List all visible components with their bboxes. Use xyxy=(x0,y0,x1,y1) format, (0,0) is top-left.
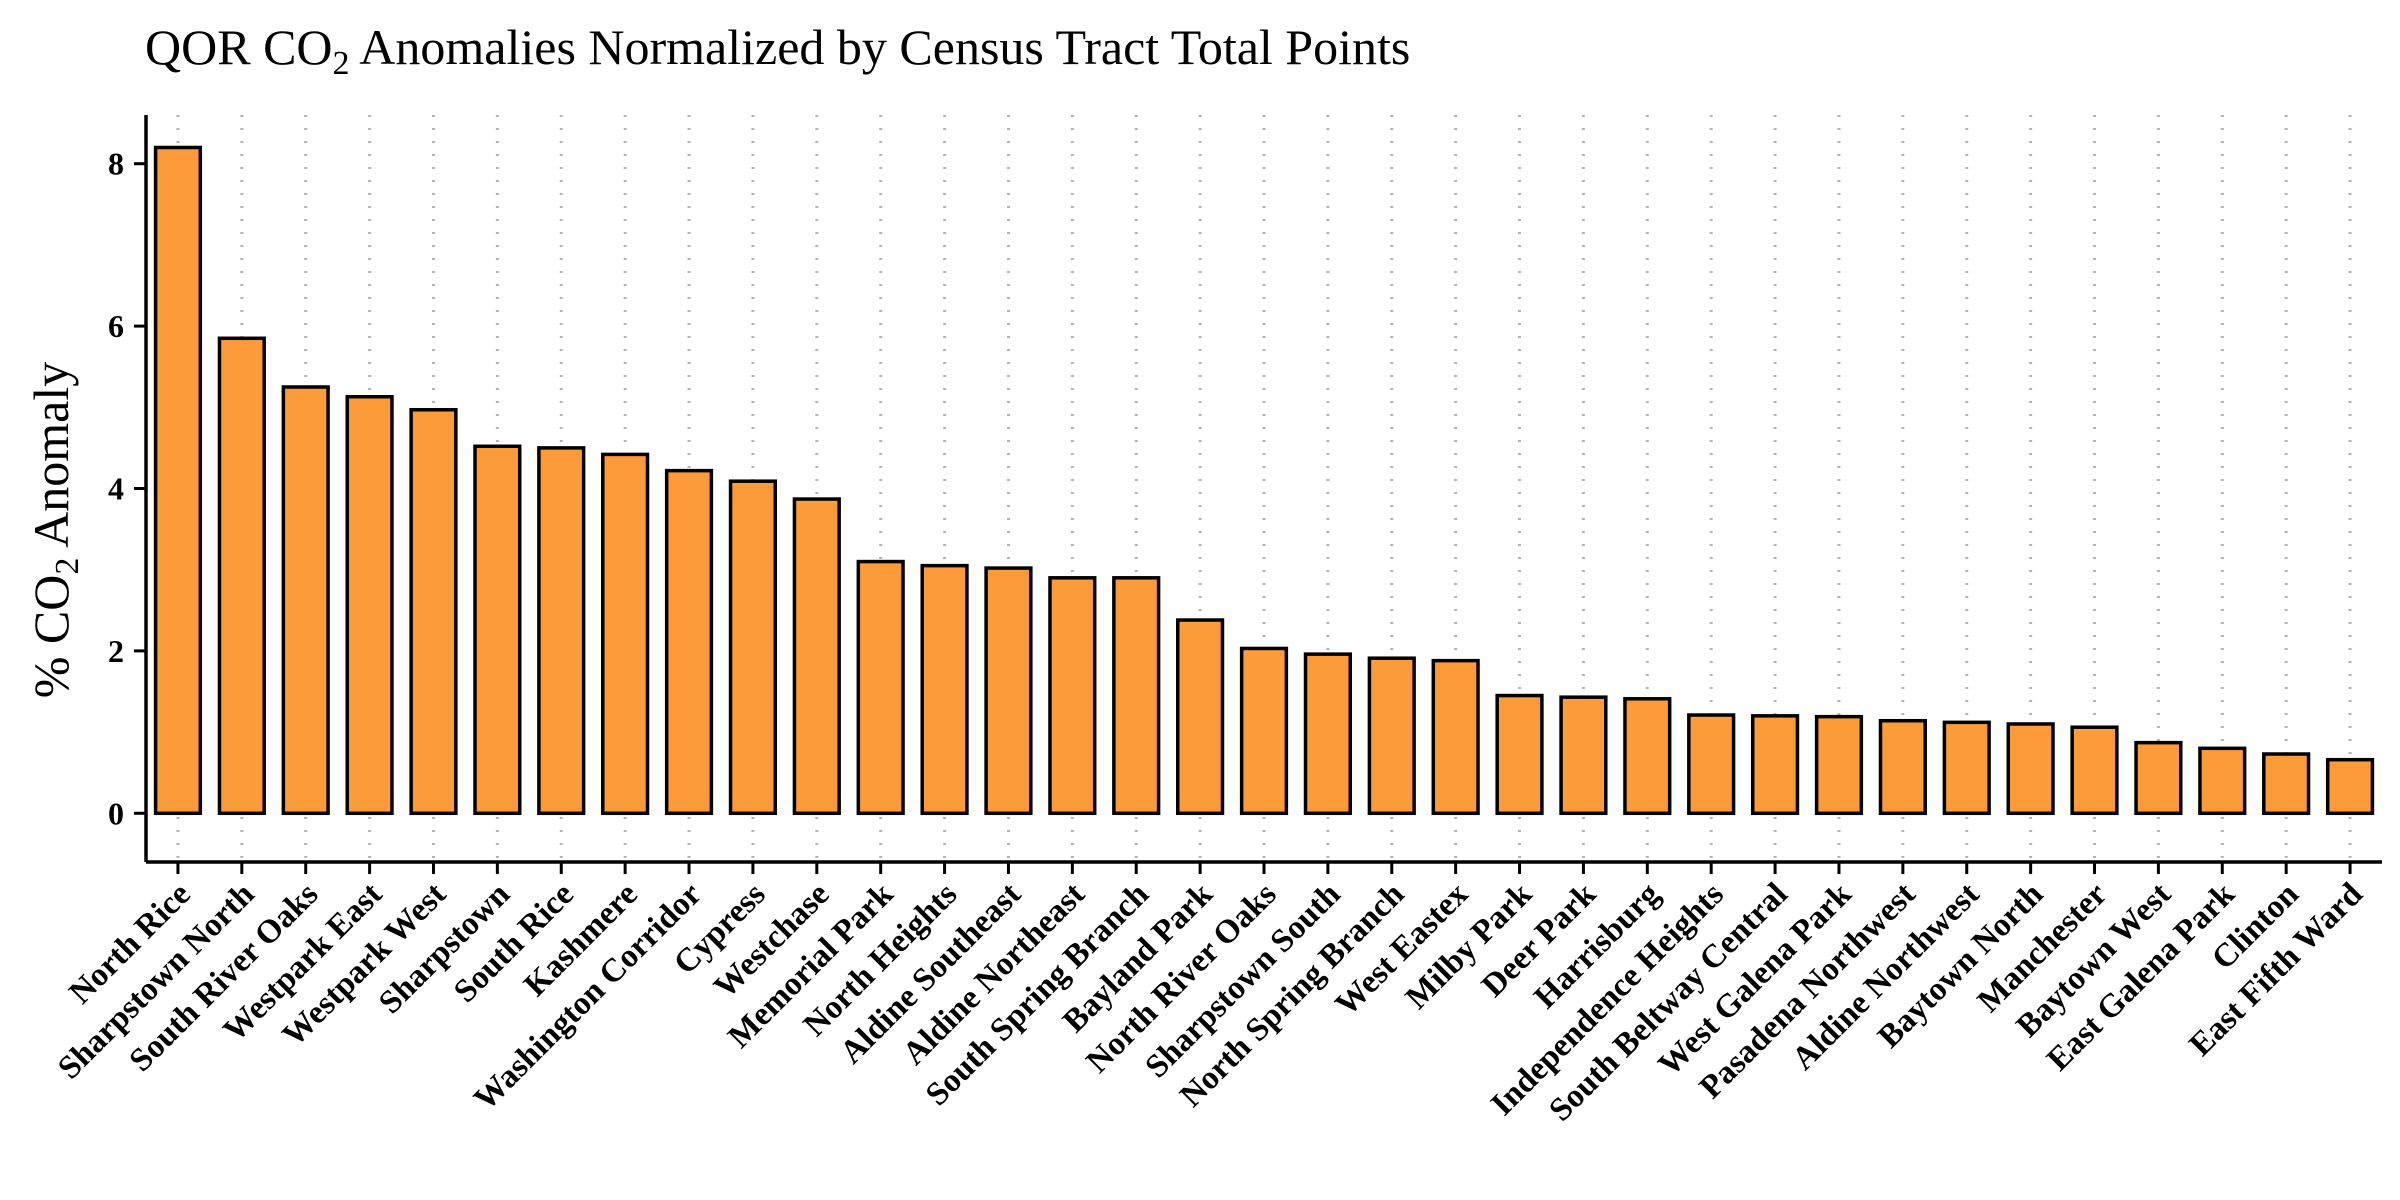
bar xyxy=(345,394,394,816)
bar xyxy=(537,446,586,816)
bar xyxy=(728,479,778,816)
bar xyxy=(1176,618,1225,816)
bar xyxy=(1367,656,1416,816)
chart-title-part: Anomalies Normalized by Census Tract Tot… xyxy=(350,19,1411,75)
y-tick-label: 6 xyxy=(108,308,124,344)
y-axis-label-part: % CO xyxy=(23,575,79,699)
y-tick-label: 4 xyxy=(108,471,124,507)
chart-title-part: QOR CO xyxy=(145,19,333,75)
bar xyxy=(601,452,650,816)
bar xyxy=(1814,714,1864,816)
y-axis-label-subscript: 2 xyxy=(49,558,86,575)
y-axis-label: % CO2 Anomaly xyxy=(23,362,86,698)
chart-title-subscript: 2 xyxy=(333,45,350,82)
bar xyxy=(2134,740,2183,816)
bar xyxy=(1750,714,1800,816)
bar xyxy=(2006,722,2055,816)
bar xyxy=(2070,725,2119,816)
bar xyxy=(1239,646,1289,816)
bar xyxy=(153,145,203,816)
y-tick-label: 0 xyxy=(108,795,124,831)
bar xyxy=(281,385,330,816)
bar xyxy=(1112,576,1161,816)
bar xyxy=(2198,746,2247,816)
bar xyxy=(1623,697,1672,816)
bar xyxy=(473,444,522,816)
bar xyxy=(664,468,714,816)
bar xyxy=(1495,693,1544,816)
bar xyxy=(409,407,458,816)
y-tick-label: 2 xyxy=(108,633,124,669)
bar xyxy=(856,559,905,816)
bar xyxy=(1303,652,1352,816)
bar xyxy=(1431,658,1480,816)
bar xyxy=(217,336,266,816)
bars xyxy=(153,145,2375,816)
chart-title: QOR CO2 Anomalies Normalized by Census T… xyxy=(145,19,1410,82)
y-tick-label: 8 xyxy=(108,146,124,182)
y-axis-ticks: 0 2 4 6 8 xyxy=(108,146,146,831)
bar xyxy=(2325,757,2375,816)
bar xyxy=(2262,752,2311,816)
bar xyxy=(1687,713,1736,816)
y-axis-label-part: Anomaly xyxy=(23,362,79,558)
bar xyxy=(1878,718,1927,816)
bar xyxy=(792,497,841,816)
bar xyxy=(984,566,1033,816)
bar xyxy=(1559,695,1608,816)
bar xyxy=(920,563,969,816)
bar xyxy=(1942,720,1991,816)
bar xyxy=(1048,576,1097,816)
